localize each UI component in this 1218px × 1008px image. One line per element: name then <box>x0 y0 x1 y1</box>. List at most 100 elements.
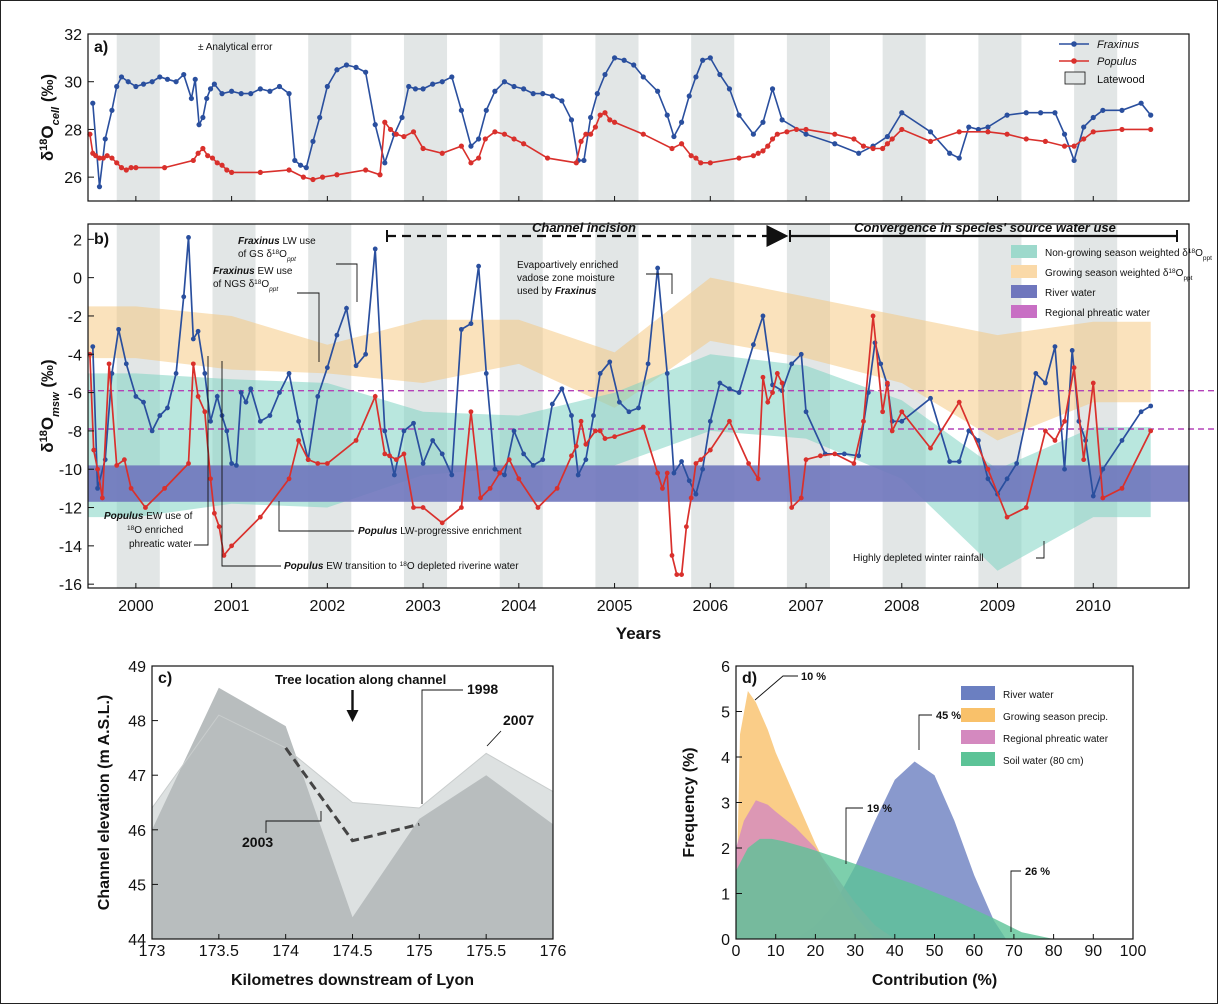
point-b-fraxinus <box>224 428 230 434</box>
point-b-populus <box>487 485 493 491</box>
point-b-fraxinus <box>530 462 536 468</box>
point-a-populus <box>880 145 886 152</box>
point-b-fraxinus <box>856 453 862 459</box>
annotation-analytical-error: ± Analytical error <box>198 42 273 53</box>
point-a-fraxinus <box>458 107 464 113</box>
point-a-fraxinus <box>173 79 179 85</box>
point-b-fraxinus <box>956 459 962 464</box>
point-a-fraxinus <box>1038 110 1044 116</box>
point-b-fraxinus <box>243 399 249 405</box>
point-b-populus <box>1119 485 1125 491</box>
point-a-fraxinus <box>181 71 187 78</box>
panel-c: 44 45 46 47 48 49 173 173.5 174 174.5 175 175.5 176 c… <box>96 659 566 989</box>
point-b-populus <box>640 424 646 430</box>
point-b-fraxinus <box>717 380 723 386</box>
ytick-label-c-5: 49 <box>128 659 146 676</box>
point-a-fraxinus <box>317 114 323 121</box>
xtick-label-d-2: 20 <box>807 943 825 960</box>
point-b-fraxinus <box>123 361 129 367</box>
ytick-label-a-1: 28 <box>64 122 82 139</box>
xtick-label-d-8: 80 <box>1045 943 1063 960</box>
point-a-fraxinus <box>157 74 163 80</box>
point-a-fraxinus <box>483 107 489 113</box>
latewood-band-a-0 <box>116 34 160 201</box>
point-b-fraxinus <box>1014 461 1020 466</box>
point-a-fraxinus <box>594 91 600 97</box>
point-b-fraxinus <box>1100 466 1106 472</box>
point-b-populus <box>569 453 574 459</box>
point-b-fraxinus <box>439 451 445 457</box>
point-b-fraxinus <box>296 418 302 424</box>
point-a-fraxinus <box>1071 157 1077 164</box>
point-b-populus <box>1052 438 1058 443</box>
point-b-populus <box>497 470 503 476</box>
point-a-fraxinus <box>521 86 527 92</box>
legend-swatch-b-2 <box>1011 285 1037 298</box>
panel-a: 26 28 30 32 a) ± Analytical error δ18Ocell (‰)… <box>38 27 1190 202</box>
point-a-populus <box>544 155 551 161</box>
point-b-fraxinus <box>202 371 208 376</box>
point-b-fraxinus <box>401 428 407 434</box>
annotation-tree-location: Tree location along channel <box>275 672 446 687</box>
point-a-populus <box>214 160 220 166</box>
annotation-b-bottom-5: Highly depleted winter rainfall <box>853 553 984 564</box>
point-b-fraxinus <box>214 394 220 399</box>
point-b-fraxinus <box>116 326 122 332</box>
annotation-b-bottom-1: 18O enriched <box>127 525 183 537</box>
point-b-fraxinus <box>1090 493 1096 499</box>
point-b-populus <box>229 543 235 549</box>
point-b-fraxinus <box>190 336 196 342</box>
point-b-populus <box>382 451 388 457</box>
point-a-populus <box>114 160 120 166</box>
point-b-fraxinus <box>248 386 254 392</box>
point-b-populus <box>655 470 661 476</box>
xtick-label-c-1: 173.5 <box>199 943 239 960</box>
point-a-populus <box>363 167 369 173</box>
point-a-populus <box>755 150 761 156</box>
legend-label-b-3: Regional phreatic water <box>1045 308 1151 319</box>
point-b-fraxinus <box>286 371 292 376</box>
point-a-fraxinus <box>540 91 546 97</box>
series-label-2003: 2003 <box>242 834 273 850</box>
legend-swatch-d-1 <box>961 708 995 722</box>
point-a-populus <box>501 131 508 137</box>
point-a-fraxinus <box>468 143 474 149</box>
point-a-fraxinus <box>856 150 862 156</box>
point-b-fraxinus <box>1042 380 1048 386</box>
legend-a: Fraxinus Populus Latewood <box>1059 39 1145 86</box>
point-b-fraxinus <box>928 395 933 401</box>
leader-1998 <box>421 689 463 804</box>
latewood-band-a-5 <box>595 34 639 201</box>
point-a-fraxinus <box>90 100 96 106</box>
point-b-fraxinus <box>616 399 622 405</box>
point-a-fraxinus <box>164 76 171 82</box>
point-b-fraxinus <box>1148 403 1154 409</box>
point-b-fraxinus <box>208 418 213 424</box>
point-a-fraxinus <box>109 107 115 113</box>
point-b-populus <box>669 553 675 558</box>
annotation-b-bottom-0: Populus EW use of <box>104 511 193 522</box>
point-a-populus <box>736 155 742 161</box>
point-a-fraxinus <box>927 129 934 135</box>
xlabel-c: Kilometres downstream of Lyon <box>231 972 474 989</box>
ytick-label-d-6: 6 <box>721 659 730 676</box>
point-b-populus <box>1062 418 1067 424</box>
legend-label-d-0: River water <box>1003 690 1054 701</box>
point-a-populus <box>300 174 307 180</box>
point-b-fraxinus <box>133 394 139 399</box>
point-b-fraxinus <box>353 363 359 369</box>
point-a-populus <box>899 126 905 133</box>
point-a-fraxinus <box>439 79 445 85</box>
point-a-fraxinus <box>588 114 594 121</box>
data-label-soil-water-80-cm-: 26 % <box>1025 866 1050 878</box>
panel-label-d: d) <box>742 670 757 687</box>
point-b-fraxinus <box>798 351 804 357</box>
point-a-populus <box>190 157 196 164</box>
point-a-populus <box>678 141 685 147</box>
point-b-fraxinus <box>841 451 847 457</box>
point-b-populus <box>593 428 598 434</box>
annotation-b-top-4: Evapoartively enriched <box>517 260 618 271</box>
panel-label-b: b) <box>94 231 109 248</box>
